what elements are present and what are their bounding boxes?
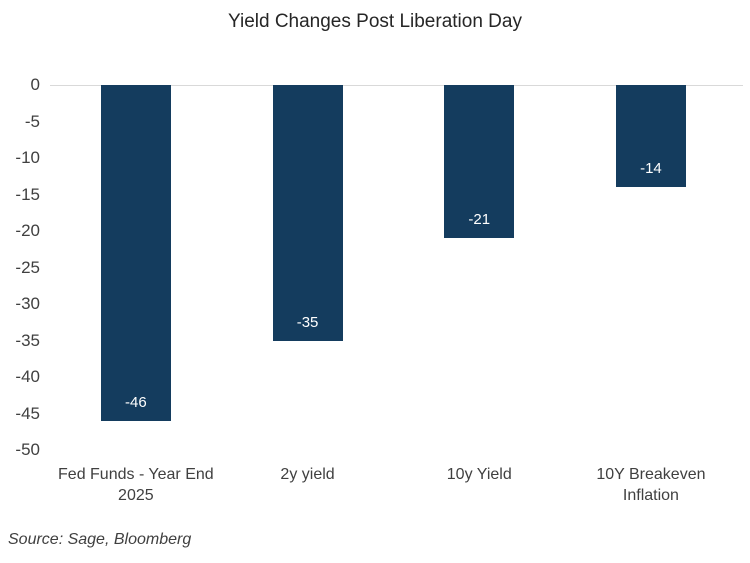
y-tick-label: 0 [30,75,40,94]
y-tick-label: -20 [15,221,40,240]
bar-value-label: -21 [468,211,491,229]
y-tick-label: -25 [15,257,40,277]
bar [615,85,686,188]
y-tick-label: -15 [15,184,40,204]
x-axis-label: 10Y Breakeven Inflation [596,466,706,504]
x-axis-label: 2y yield [280,466,335,483]
bar-value-label: -46 [125,393,147,411]
bar [272,85,343,341]
source-note: Source: Sage, Bloomberg [8,531,192,548]
y-tick-label: -35 [15,330,40,350]
bar-value-label: -14 [640,160,662,178]
bar [444,85,515,239]
bar-value-label: -35 [296,313,319,331]
y-tick-label: -30 [15,294,40,313]
y-tick-label: -10 [15,148,40,167]
bar [100,85,171,421]
y-tick-label: -50 [15,440,40,459]
zero-gridline [50,85,743,86]
y-tick-label: -40 [15,367,40,386]
y-tick-label: -5 [24,111,40,131]
x-axis-label: Fed Funds - Year End 2025 [58,466,214,504]
chart-title: Yield Changes Post Liberation Day [228,11,522,32]
y-tick-label: -45 [15,403,40,423]
x-axis-label: 10y Yield [446,466,512,483]
